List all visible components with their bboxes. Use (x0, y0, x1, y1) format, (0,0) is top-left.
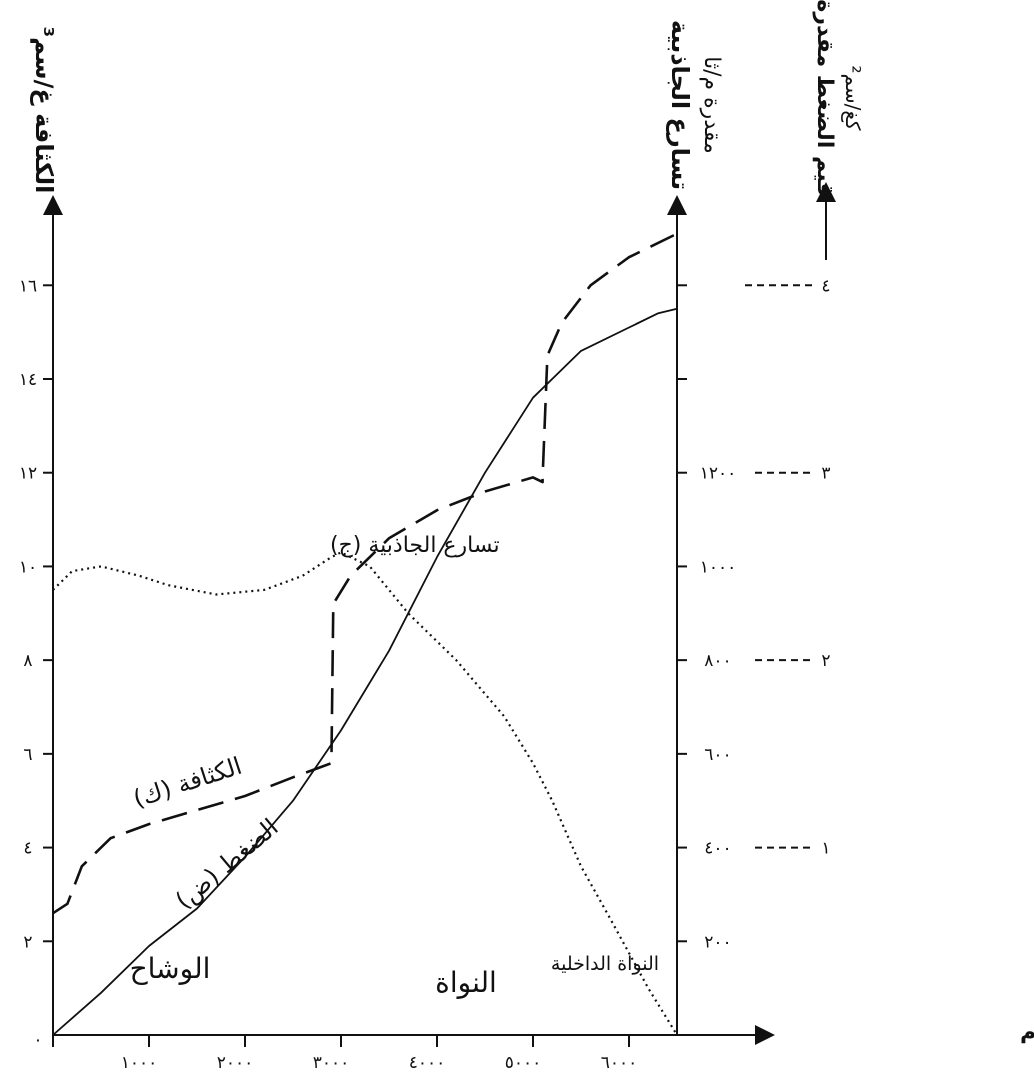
right-tick-group: ٢٠٠ ٤٠٠ ٦٠٠ ٨٠٠ ١٠٠٠ ١٢٠٠ (677, 284, 737, 952)
x-tick-group: ٠ ١٠٠٠ ٢٠٠٠ ٣٠٠٠ ٤٠٠٠ ٥٠٠٠ ٦٠٠٠ (33, 1030, 637, 1073)
pressure-axis-title-line1: قيم الضغط مقدرة (812, 0, 837, 197)
pressure-curve (52, 307, 678, 1036)
left-tick-label: ١٢ (19, 464, 37, 484)
pressure-tick-label: ٢ (821, 651, 830, 671)
pressure-axis-title-line2: كغ/سم² (841, 65, 865, 130)
right-axis-title-line2: مقدرة م/ثا (699, 56, 724, 153)
x-tick-label: ٢٠٠٠ (217, 1053, 254, 1073)
right-tick-label: ٢٠٠ (704, 932, 731, 952)
x-tick-label: ١٠٠٠ (121, 1053, 158, 1073)
right-tick-label: ١٠٠٠ (700, 557, 737, 577)
left-axis-title: الكثافة غ/سم³ (30, 27, 58, 194)
gravity-annotation: تسارع الجاذبية (ج) (330, 533, 500, 558)
x-tick-label: ٠ (33, 1030, 42, 1050)
left-tick-label: ١٦ (19, 276, 37, 296)
core-annotation: النواة (435, 966, 497, 999)
left-tick-label: ٨ (23, 651, 32, 671)
pressure-annotation: الضغط (ض) (170, 813, 283, 914)
pressure-tick-label: ٣ (821, 464, 830, 484)
left-tick-label: ٤ (23, 839, 32, 859)
pressure-tick-label: ٤ (821, 276, 830, 296)
x-tick-label: ٤٠٠٠ (409, 1053, 446, 1073)
pressure-tick-label: ١ (821, 839, 830, 859)
right-tick-label: ١٢٠٠ (700, 464, 737, 484)
right-tick-label: ٤٠٠ (704, 839, 731, 859)
left-tick-label: ١٠ (19, 557, 37, 577)
left-tick-label: ٢ (23, 932, 32, 952)
left-tick-label: ٦ (23, 745, 32, 765)
left-tick-group: ٢ ٤ ٦ ٨ ١٠ ١٢ ١٤ ١٦ (19, 276, 53, 952)
left-tick-label: ١٤ (19, 370, 37, 390)
density-curve (52, 232, 678, 915)
x-axis-title: الأعمال مقدرة بالكم (1020, 1016, 1034, 1044)
x-tick-label: ٦٠٠٠ (601, 1053, 638, 1073)
gravity-curve (52, 551, 678, 1036)
series-group (52, 232, 678, 1036)
right-tick-label: ٦٠٠ (704, 745, 731, 765)
x-tick-label: ٣٠٠٠ (313, 1053, 350, 1073)
mantle-annotation: الوشاح (130, 952, 211, 985)
x-tick-label: ٥٠٠٠ (505, 1053, 542, 1073)
right-tick-label: ٨٠٠ (704, 651, 731, 671)
density-annotation: الكثافة (ك) (130, 752, 245, 813)
pressure-tick-group: ١ ٢ ٣ ٤ (745, 276, 831, 859)
right-axis-title-line1: تسارع الجاذبية (666, 20, 694, 190)
inner-core-annotation: النواة الداخلية (551, 953, 659, 975)
